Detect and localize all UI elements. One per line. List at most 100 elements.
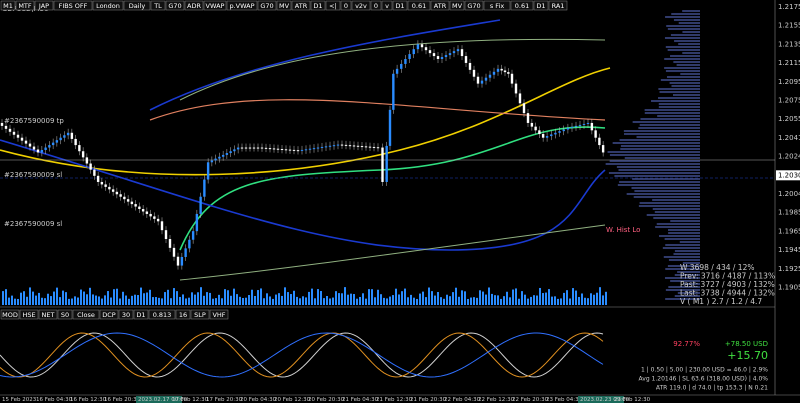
toolbar-button[interactable] (38, 309, 58, 320)
toolbar-button[interactable] (53, 0, 93, 11)
toolbar-button[interactable] (203, 0, 227, 11)
toolbar-button[interactable] (533, 0, 549, 11)
toolbar-button[interactable] (548, 0, 568, 11)
toolbar-label: D1 (136, 311, 145, 319)
volume-bar (65, 292, 67, 305)
toolbar-button[interactable] (99, 309, 119, 320)
volume-bar (554, 296, 556, 305)
candle (55, 140, 59, 143)
toolbar-button[interactable] (370, 0, 382, 11)
time-label: 16 Feb 04:30 (36, 397, 73, 403)
band-lower (179, 224, 606, 281)
toolbar-button[interactable] (118, 309, 134, 320)
candle (534, 126, 537, 131)
toolbar-button[interactable] (175, 309, 191, 320)
toolbar-button[interactable] (92, 0, 124, 11)
volume-bar (458, 296, 460, 305)
volume-bar (5, 289, 7, 305)
volume-bar (449, 296, 451, 305)
toolbar-button[interactable] (57, 309, 73, 320)
toolbar-button[interactable] (0, 309, 20, 320)
toolbar-button[interactable] (165, 0, 185, 11)
volume-bar (29, 287, 31, 305)
toolbar-button[interactable] (276, 0, 292, 11)
volume-bar (551, 296, 553, 305)
toolbar-button[interactable] (310, 0, 326, 11)
volume-profile (674, 295, 700, 297)
volume-profile (670, 220, 700, 222)
toolbar-button[interactable] (123, 0, 151, 11)
toolbar-button[interactable] (0, 0, 16, 11)
volume-bar (596, 292, 598, 305)
volume-bar (395, 288, 397, 305)
candle (518, 93, 522, 104)
volume-bar (74, 296, 76, 305)
volume-profile (669, 82, 700, 84)
candle (12, 131, 16, 135)
volume-bar (20, 292, 22, 305)
volume-bar (230, 295, 232, 305)
toolbar-button[interactable] (510, 0, 534, 11)
volume-bar (23, 291, 25, 305)
toolbar-button[interactable] (325, 0, 341, 11)
toolbar-button[interactable] (291, 0, 311, 11)
candle (260, 147, 264, 149)
volume-bar (365, 298, 367, 305)
toolbar-button[interactable] (449, 0, 465, 11)
candle (388, 109, 392, 146)
toolbar-button[interactable] (464, 0, 484, 11)
volume-bar (593, 294, 595, 305)
toolbar-label: VHF (212, 311, 225, 319)
toolbar-button[interactable] (381, 0, 393, 11)
toolbar-button[interactable] (19, 309, 39, 320)
price-label: 1.19255 (778, 265, 800, 273)
volume-bar (68, 298, 70, 305)
time-label: 20 Feb 12:30 (274, 397, 311, 403)
volume-profile (638, 127, 700, 129)
toolbar-button[interactable] (148, 309, 176, 320)
volume-profile (638, 205, 700, 207)
candle (300, 149, 304, 151)
volume-profile (619, 181, 700, 183)
toolbar-button[interactable] (150, 0, 166, 11)
toolbar-button[interactable] (190, 309, 210, 320)
toolbar-button[interactable] (340, 0, 352, 11)
toolbar-button[interactable] (15, 0, 35, 11)
volume-bar (293, 290, 295, 305)
volume-profile (673, 253, 700, 255)
toolbar-button[interactable] (257, 0, 277, 11)
toolbar-button[interactable] (226, 0, 258, 11)
volume-profile (652, 208, 700, 210)
volume-bar (599, 287, 601, 305)
toolbar-button[interactable] (209, 309, 229, 320)
volume-bar (359, 296, 361, 305)
candle (81, 151, 85, 158)
volume-bar (62, 290, 64, 305)
toolbar-button[interactable] (483, 0, 511, 11)
toolbar-button[interactable] (407, 0, 431, 11)
candle (344, 144, 348, 146)
candle (85, 157, 89, 164)
toolbar-button[interactable] (184, 0, 204, 11)
volume-bar (422, 291, 424, 305)
toolbar-button[interactable] (133, 309, 149, 320)
toolbar-button[interactable] (392, 0, 408, 11)
volume-profile (620, 145, 700, 147)
toolbar-button[interactable] (351, 0, 371, 11)
volume-bar (476, 297, 478, 305)
toolbar-button[interactable] (72, 309, 100, 320)
volume-profile (665, 268, 700, 270)
info-line: Last: 3738 / 4944 / 132% (680, 289, 775, 298)
candle (36, 149, 40, 153)
oscillator (0, 332, 604, 378)
toolbar-button[interactable] (430, 0, 450, 11)
volume-bar (509, 297, 511, 305)
price-label: 1.20555 (778, 115, 800, 123)
volume-bar (161, 298, 163, 305)
time-highlight (136, 396, 182, 403)
candle (578, 124, 582, 126)
toolbar-button[interactable] (34, 0, 54, 11)
volume-bar (47, 293, 49, 305)
candle (195, 213, 199, 232)
volume-bar (200, 287, 202, 305)
